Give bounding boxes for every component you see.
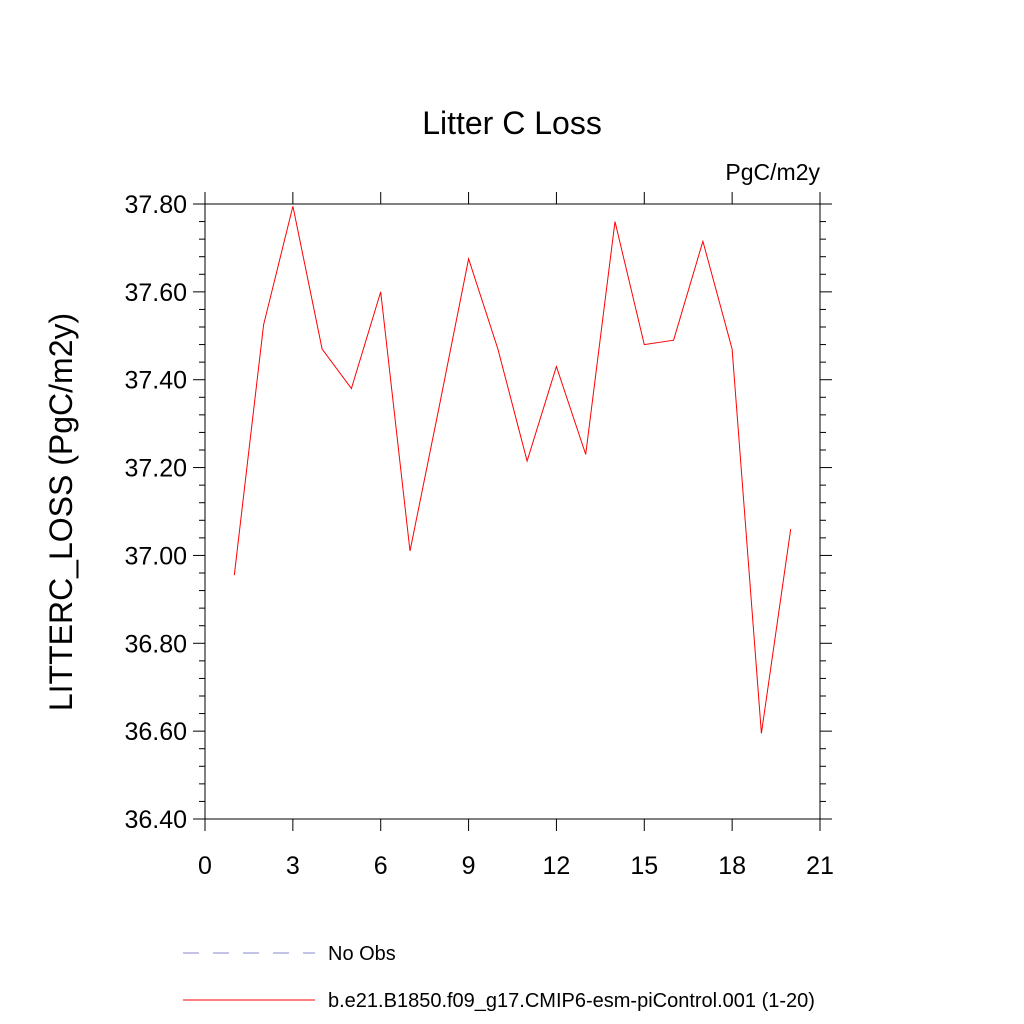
x-tick-label: 18: [718, 852, 746, 880]
series-group: [233, 206, 792, 734]
y-tick-label: 37.80: [124, 191, 187, 219]
series-line: [233, 206, 792, 734]
y-tick-label: 37.20: [124, 455, 187, 483]
x-tick-label: 12: [543, 852, 571, 880]
x-tick-label: 9: [462, 852, 476, 880]
y-tick-label: 36.40: [124, 806, 187, 834]
units-label: PgC/m2y: [725, 159, 820, 185]
legend: No Obs b.e21.B1850.f09_g17.CMIP6-esm-piCo…: [183, 943, 815, 1012]
axes: 36.40 36.60 36.80 37.00 37.20 37.40 37.60 37.80…: [124, 191, 833, 880]
y-axis-label: LITTERC_LOSS (PgC/m2y): [43, 313, 79, 711]
legend-label: b.e21.B1850.f09_g17.CMIP6-esm-piControl.…: [328, 990, 815, 1012]
y-tick-label: 36.80: [124, 630, 187, 658]
x-tick-label: 3: [286, 852, 300, 880]
legend-label: No Obs: [328, 943, 396, 965]
y-tick-label: 37.60: [124, 279, 187, 307]
y-tick-label: 37.40: [124, 367, 187, 395]
y-tick-label: 36.60: [124, 718, 187, 746]
x-tick-label: 15: [630, 852, 658, 880]
x-tick-label: 21: [806, 852, 834, 880]
x-tick-label: 0: [198, 852, 212, 880]
plot-frame: [204, 203, 821, 820]
x-tick-label: 6: [374, 852, 388, 880]
chart-title: Litter C Loss: [422, 105, 602, 141]
y-tick-label: 37.00: [124, 542, 187, 570]
